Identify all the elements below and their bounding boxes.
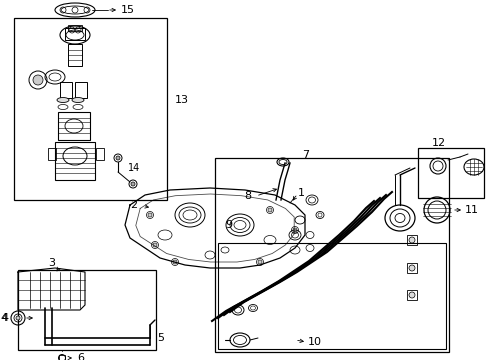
Bar <box>58 112 90 140</box>
Bar <box>59 355 65 360</box>
Ellipse shape <box>16 316 20 320</box>
Bar <box>14 18 167 200</box>
Bar <box>406 263 416 273</box>
Circle shape <box>153 243 157 247</box>
Bar <box>75 82 87 98</box>
Bar <box>65 28 85 40</box>
Text: 6: 6 <box>77 353 84 360</box>
Bar <box>60 82 72 98</box>
Text: 2: 2 <box>130 200 137 210</box>
Ellipse shape <box>131 182 135 186</box>
Bar <box>68 25 82 31</box>
Text: 5: 5 <box>157 333 163 343</box>
Text: 11: 11 <box>464 205 478 215</box>
Bar <box>417 148 483 198</box>
Circle shape <box>258 260 262 264</box>
Text: 15: 15 <box>121 5 135 15</box>
Bar <box>406 235 416 245</box>
Text: 14: 14 <box>128 163 140 173</box>
Circle shape <box>267 208 271 212</box>
Circle shape <box>173 260 177 264</box>
Bar <box>68 44 82 66</box>
Bar <box>18 270 156 350</box>
Bar <box>96 148 104 160</box>
Text: 13: 13 <box>175 95 189 105</box>
Text: 3: 3 <box>48 258 55 268</box>
Ellipse shape <box>116 156 120 160</box>
Text: 8: 8 <box>244 191 251 201</box>
Ellipse shape <box>72 98 84 103</box>
Circle shape <box>408 292 414 298</box>
Text: 1: 1 <box>297 188 305 198</box>
Text: 4: 4 <box>0 313 7 323</box>
Ellipse shape <box>33 75 43 85</box>
Circle shape <box>292 228 296 232</box>
Circle shape <box>148 213 152 217</box>
Text: 12: 12 <box>431 138 445 148</box>
Text: 10: 10 <box>307 337 321 347</box>
Circle shape <box>408 265 414 271</box>
Bar <box>406 290 416 300</box>
Ellipse shape <box>57 98 69 103</box>
Bar <box>218 243 445 349</box>
Bar <box>55 142 95 180</box>
Bar <box>215 158 448 352</box>
Text: 7: 7 <box>302 150 308 160</box>
Bar <box>48 148 56 160</box>
Text: 9: 9 <box>224 220 232 230</box>
Circle shape <box>408 237 414 243</box>
Text: 4: 4 <box>1 313 8 323</box>
